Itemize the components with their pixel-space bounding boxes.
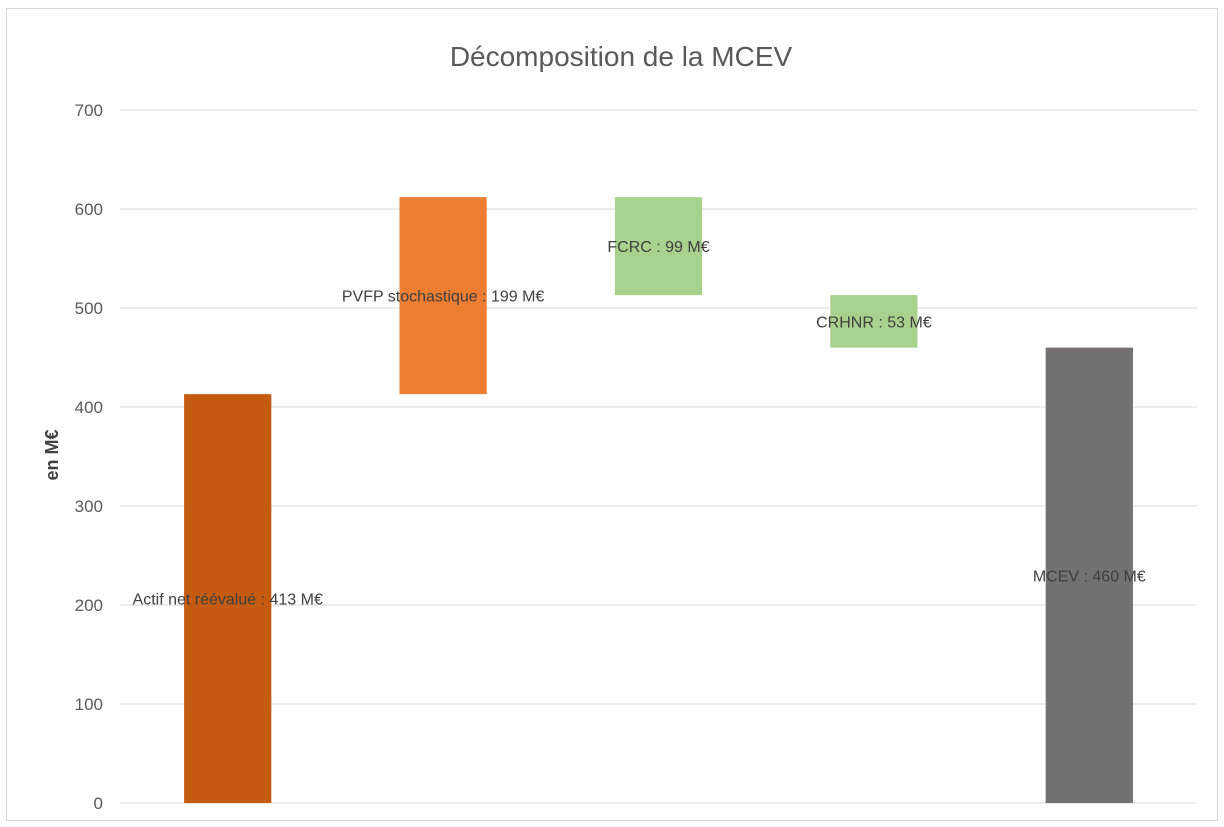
y-tick-label: 600: [75, 200, 103, 219]
y-tick-label: 500: [75, 299, 103, 318]
bar: [399, 197, 487, 395]
y-tick-label: 200: [75, 596, 103, 615]
y-tick-label: 0: [94, 794, 103, 813]
y-axis-ticks: 0 100 200 300 400 500 600 700: [75, 101, 103, 813]
data-labels: Actif net réévalué : 413 M€ PVFP stochast…: [133, 239, 1146, 608]
y-tick-label: 300: [75, 497, 103, 516]
data-label: MCEV : 460 M€: [1033, 568, 1146, 585]
data-label: PVFP stochastique : 199 M€: [342, 289, 545, 306]
bars: [184, 197, 1133, 803]
y-tick-label: 400: [75, 398, 103, 417]
chart-title: Décomposition de la MCEV: [450, 41, 793, 72]
bar: [614, 197, 703, 296]
y-axis-label: en M€: [42, 429, 62, 480]
y-tick-label: 700: [75, 101, 103, 120]
data-label: Actif net réévalué : 413 M€: [133, 592, 323, 609]
bar: [1045, 347, 1133, 803]
data-label: FCRC : 99 M€: [607, 239, 709, 256]
gridlines: [120, 109, 1197, 804]
data-label: CRHNR : 53 M€: [816, 314, 932, 331]
y-tick-label: 100: [75, 695, 103, 714]
bar: [184, 394, 272, 803]
bar: [830, 295, 918, 348]
